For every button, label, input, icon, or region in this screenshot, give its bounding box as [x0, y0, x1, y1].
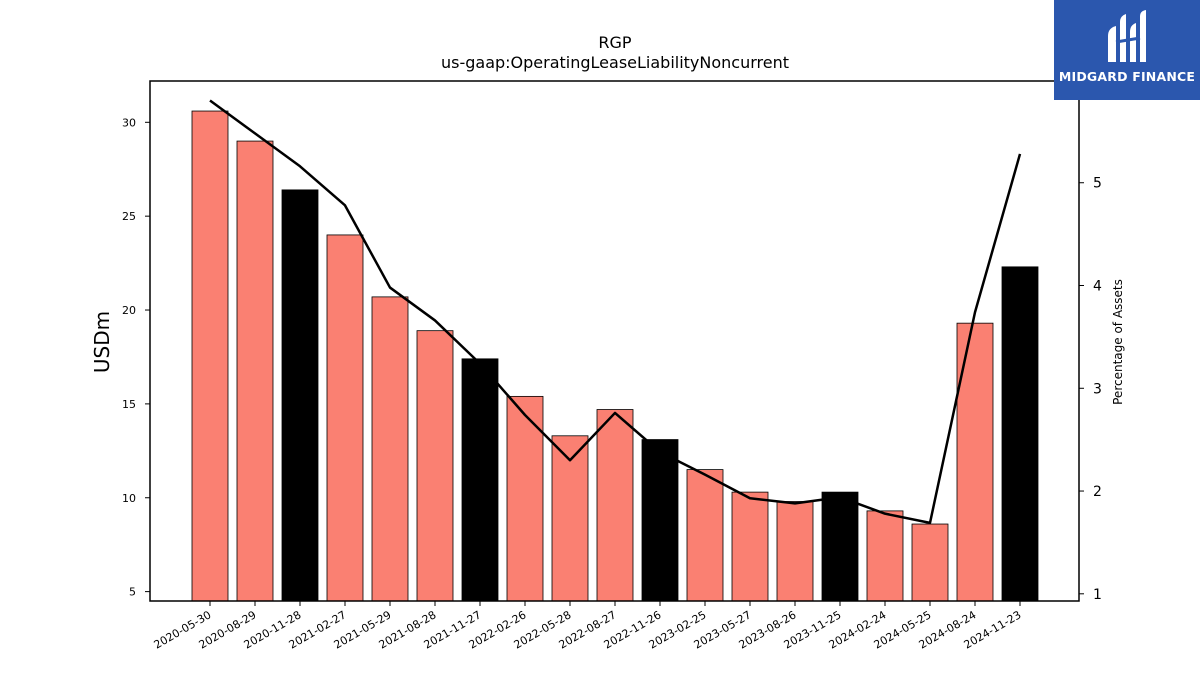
bar-2022-08-27	[596, 409, 634, 602]
y-tick-label: 15	[122, 398, 136, 411]
bar-2022-02-26	[506, 395, 544, 602]
y-axis-label-right: Percentage of Assets	[1111, 279, 1125, 405]
bar-2024-02-24	[866, 510, 904, 602]
bar-2023-08-26	[776, 501, 814, 602]
brand-logo: MIDGARD FINANCE	[1054, 0, 1200, 100]
bar-2021-11-27	[461, 358, 499, 602]
chart-title: RGP	[598, 33, 632, 52]
brand-name: MIDGARD FINANCE	[1058, 69, 1196, 84]
bar-2023-11-25	[821, 491, 859, 602]
plot-frame	[149, 80, 1080, 602]
y-right-tick-label: 4	[1093, 279, 1102, 295]
bar-2021-08-28	[416, 330, 454, 602]
bar-2020-11-28	[281, 189, 319, 602]
y-right-tick-label: 3	[1093, 381, 1102, 397]
bar-2020-05-30	[191, 110, 229, 602]
y-right-tick-label: 5	[1093, 176, 1102, 192]
bar-2020-08-29	[236, 140, 274, 602]
y-tick-label: 25	[122, 210, 136, 223]
bar-2024-11-23	[1001, 266, 1039, 602]
y-right-tick-label: 2	[1093, 484, 1102, 500]
bar-2023-05-27	[731, 491, 769, 602]
y-axis-label: USDm	[90, 311, 114, 373]
y-tick-label: 30	[122, 116, 136, 129]
bar-2022-11-26	[641, 439, 679, 602]
y-right-tick-label: 1	[1093, 587, 1102, 603]
bar-2023-02-25	[686, 469, 724, 602]
midgard-logo-icon	[1108, 10, 1146, 62]
bar-2024-05-25	[911, 523, 949, 602]
bar-2021-05-29	[371, 296, 409, 602]
y-tick-label: 5	[129, 586, 136, 599]
bar-2022-05-28	[551, 435, 589, 602]
bar-2024-08-24	[956, 322, 994, 602]
bar-2021-02-27	[326, 234, 364, 602]
percentage-line	[209, 99, 1022, 525]
chart-subtitle: us-gaap:OperatingLeaseLiabilityNoncurren…	[441, 53, 789, 72]
y-tick-label: 20	[122, 304, 136, 317]
y-tick-label: 10	[122, 492, 136, 505]
